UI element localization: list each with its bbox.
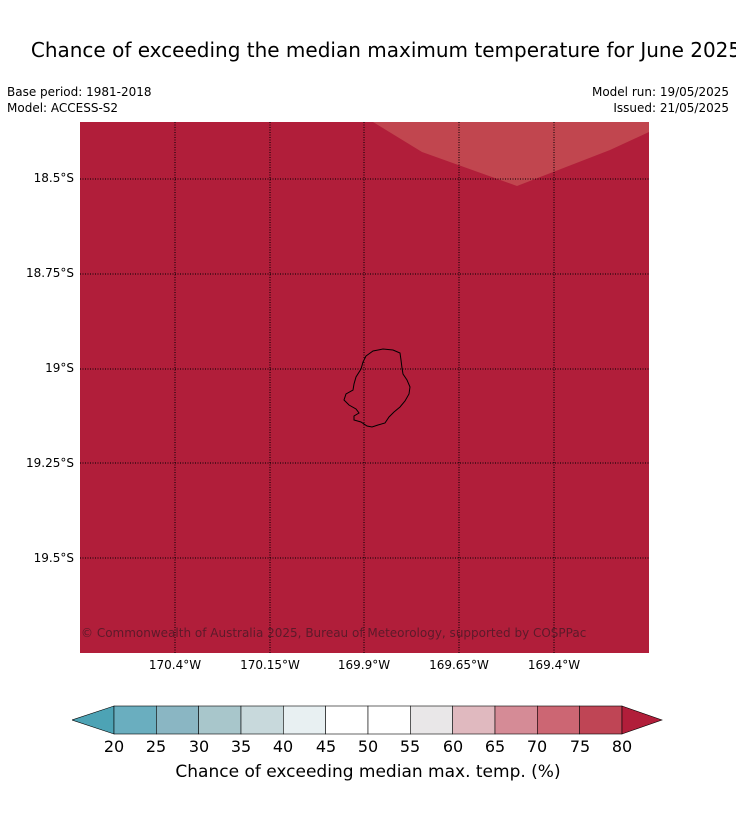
- colorbar-bin-30-35: [198, 705, 242, 735]
- lat-label-4: 19.25°S: [26, 456, 74, 470]
- colorbar: [72, 705, 663, 735]
- colorbar-tick-65: 65: [484, 737, 506, 756]
- colorbar-bin-65-70: [494, 705, 538, 735]
- map-svg: [80, 122, 649, 653]
- colorbar-bin-40-45: [283, 705, 326, 735]
- lat-label-5: 19.5°S: [33, 551, 74, 565]
- colorbar-tick-20: 20: [103, 737, 125, 756]
- colorbar-bin-70-75: [537, 705, 580, 735]
- meta-left: Base period: 1981-2018 Model: ACCESS-S2: [7, 84, 152, 116]
- model-run: Model run: 19/05/2025: [591, 85, 729, 99]
- colorbar-tick-70: 70: [526, 737, 548, 756]
- colorbar-tick-30: 30: [188, 737, 210, 756]
- colorbar-tick-25: 25: [145, 737, 167, 756]
- colorbar-bin-60-65: [452, 705, 496, 735]
- colorbar-tick-75: 75: [569, 737, 591, 756]
- model-name: Model: ACCESS-S2: [7, 101, 119, 115]
- lat-label-2: 18.75°S: [26, 266, 74, 280]
- lon-label-4: 169.65°W: [429, 658, 489, 672]
- lat-label-1: 18.5°S: [33, 171, 74, 185]
- colorbar-tick-50: 50: [357, 737, 379, 756]
- base-period: Base period: 1981-2018: [7, 85, 152, 99]
- colorbar-high-arrow: [621, 705, 663, 735]
- colorbar-bin-50-55: [367, 705, 411, 735]
- lon-label-2: 170.15°W: [240, 658, 300, 672]
- colorbar-tick-45: 45: [315, 737, 337, 756]
- colorbar-tick-40: 40: [272, 737, 294, 756]
- lower-probability-region: [373, 122, 649, 186]
- colorbar-tick-55: 55: [399, 737, 421, 756]
- lon-label-1: 170.4°W: [148, 658, 202, 672]
- colorbar-bin-75-80: [579, 705, 623, 735]
- colorbar-bin-20-25: [113, 705, 157, 735]
- meta-right: Model run: 19/05/2025 Issued: 21/05/2025: [592, 84, 729, 116]
- map-title: Chance of exceeding the median maximum t…: [30, 38, 736, 62]
- grid-lines: [80, 122, 649, 653]
- lon-label-3: 169.9°W: [337, 658, 391, 672]
- lon-label-5: 169.4°W: [527, 658, 581, 672]
- colorbar-bin-35-40: [240, 705, 284, 735]
- colorbar-tick-80: 80: [611, 737, 633, 756]
- copyright-credit: © Commonwealth of Australia 2025, Bureau…: [81, 626, 587, 640]
- colorbar-bin-55-60: [410, 705, 453, 735]
- map-panel[interactable]: © Commonwealth of Australia 2025, Bureau…: [80, 122, 649, 653]
- colorbar-tick-60: 60: [442, 737, 464, 756]
- colorbar-bin-25-30: [156, 705, 199, 735]
- colorbar-tick-35: 35: [230, 737, 252, 756]
- lat-label-3: 19°S: [45, 361, 74, 375]
- issued-date: Issued: 21/05/2025: [613, 101, 729, 115]
- colorbar-low-arrow: [72, 705, 115, 735]
- colorbar-bin-45-50: [325, 705, 369, 735]
- niue-island-outline: [343, 348, 411, 428]
- colorbar-label: Chance of exceeding median max. temp. (%…: [175, 762, 561, 782]
